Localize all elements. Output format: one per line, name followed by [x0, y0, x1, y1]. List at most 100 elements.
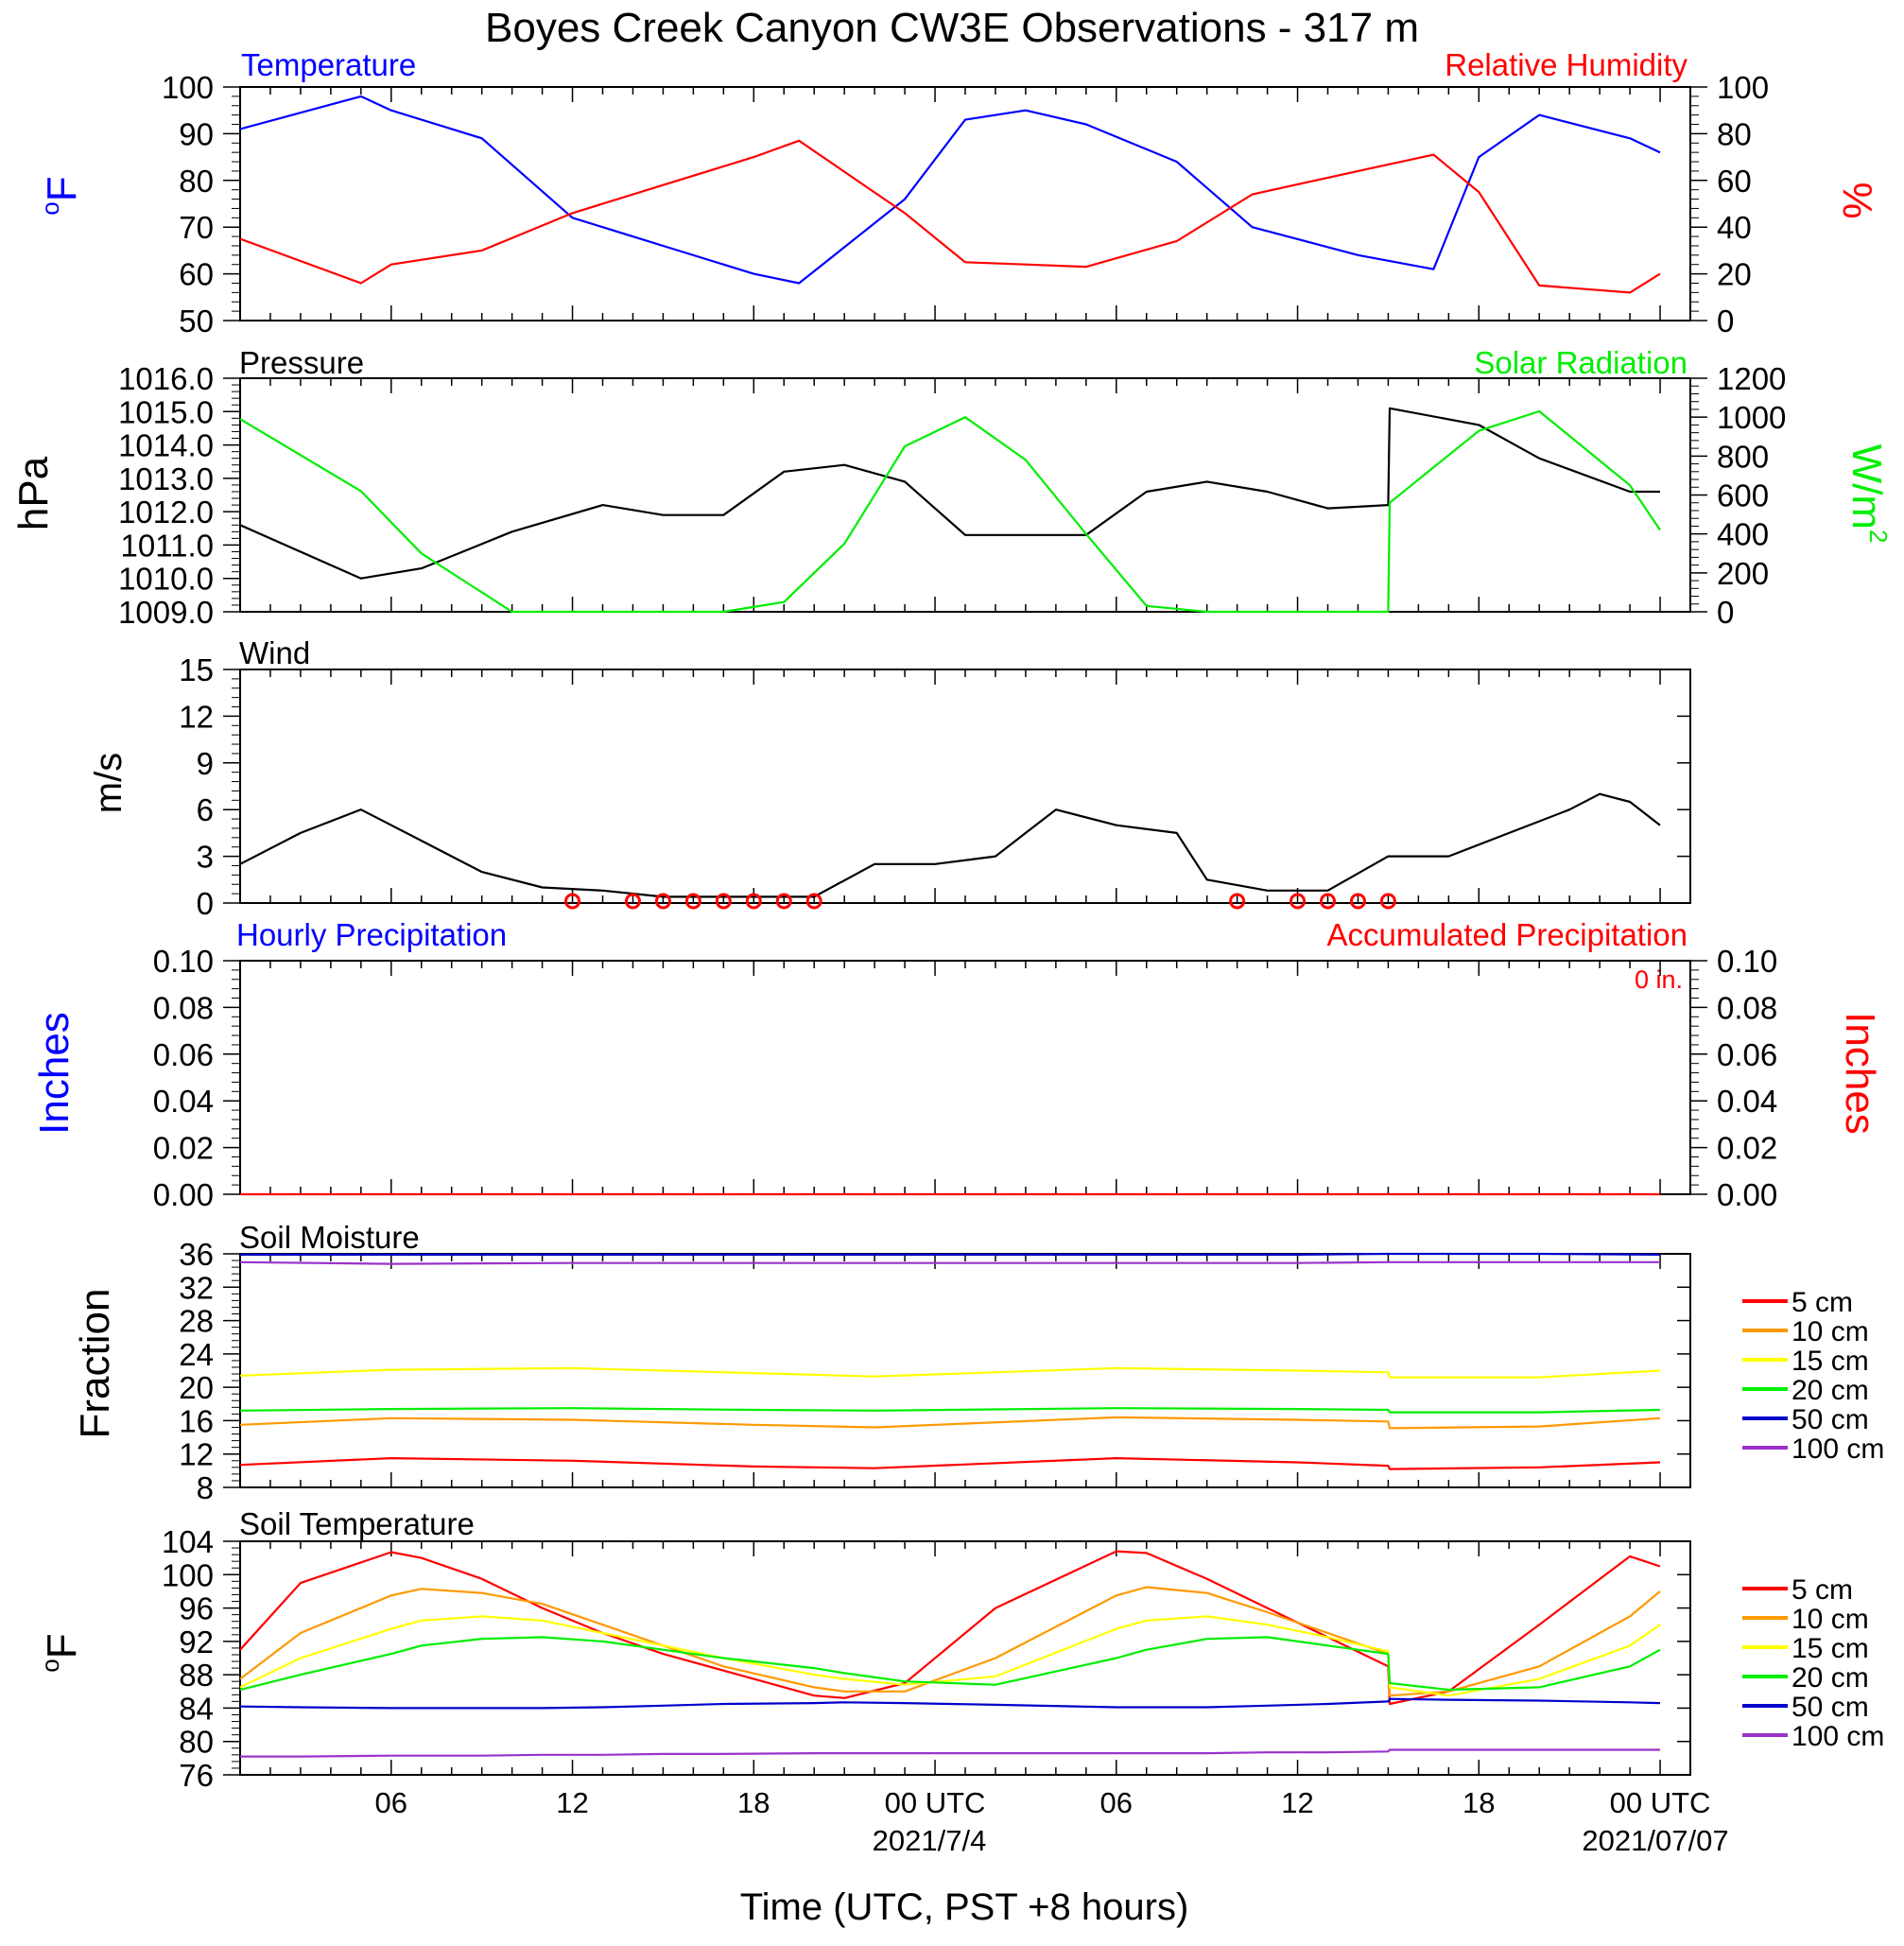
panel-4-plot: 0.00 0.02 0.04 0.06 0.08 0.10 0.00 0.02 0.04 0.06…	[153, 944, 1777, 1212]
y-tick-label-right: 0.00	[1717, 1177, 1777, 1212]
calm-wind-marker	[805, 893, 822, 910]
y-tick-label: 50	[179, 304, 214, 339]
panel-4-ylabel-right: Inches	[1837, 1012, 1883, 1135]
y-tick-label: 12	[179, 699, 214, 734]
y-tick-label: 32	[179, 1270, 214, 1305]
y-tick-label-right: 0.04	[1717, 1084, 1777, 1119]
x-tick-label: 18	[737, 1786, 770, 1819]
y-tick-label-right: 40	[1717, 210, 1752, 245]
panel-frame	[239, 960, 1691, 1195]
series-line-10-cm	[239, 1586, 1661, 1697]
y-tick-label: 76	[179, 1758, 214, 1793]
legend-label: 20 cm	[1791, 1375, 1869, 1406]
series-line-100-cm	[239, 1260, 1660, 1265]
panel-3-plot: 0 3 6 9 12 15	[179, 652, 1691, 921]
y-tick-label: 0.04	[153, 1084, 214, 1119]
calm-wind-marker	[1290, 893, 1307, 910]
panel-5-ylabel-left: Fraction	[72, 1289, 118, 1439]
legend-label: 10 cm	[1791, 1316, 1869, 1347]
panel-2-title-left: Pressure	[239, 345, 364, 380]
series-line-15-cm	[239, 1615, 1661, 1697]
panel-4-title-left: Hourly Precipitation	[236, 917, 507, 952]
calm-wind-marker	[715, 893, 732, 910]
legend-label: 10 cm	[1791, 1604, 1869, 1635]
calm-wind-marker	[775, 893, 792, 910]
panel-1-title-right: Relative Humidity	[1445, 47, 1688, 82]
panel-frame	[239, 86, 1691, 321]
y-tick-label: 96	[179, 1591, 214, 1626]
y-tick-label-right: 0.02	[1717, 1131, 1777, 1166]
y-tick-label: 0.00	[153, 1177, 214, 1212]
legend-label: 100 cm	[1791, 1433, 1884, 1465]
legend-label: 15 cm	[1791, 1346, 1869, 1377]
y-tick-label: 36	[179, 1237, 214, 1272]
y-tick-label: 0.10	[153, 944, 214, 979]
y-tick-label-right: 0.10	[1717, 944, 1777, 979]
y-tick-label-right: 0.06	[1717, 1037, 1777, 1072]
y-tick-label-right: 1000	[1717, 400, 1786, 435]
series-line-wind-speed	[239, 792, 1661, 898]
panel-frame	[239, 669, 1691, 904]
series-line-solar-radiation	[239, 409, 1661, 614]
y-tick-label: 0.08	[153, 990, 214, 1025]
y-tick-label: 70	[179, 210, 214, 245]
x-tick-label: 12	[556, 1786, 588, 1819]
y-tick-label: 1014.0	[118, 428, 214, 463]
panel-3-title-left: Wind	[239, 635, 310, 670]
legend-label: 100 cm	[1791, 1721, 1884, 1752]
y-tick-label: 12	[179, 1437, 214, 1472]
y-tick-label-right: 1200	[1717, 361, 1786, 396]
y-tick-label: 16	[179, 1403, 214, 1438]
panel-1-ylabel-right: %	[1834, 182, 1880, 218]
y-tick-label: 80	[179, 1725, 214, 1760]
y-tick-label: 60	[179, 257, 214, 292]
y-tick-label: 84	[179, 1691, 214, 1726]
legend-label: 50 cm	[1791, 1692, 1869, 1723]
series-line-relative-humidity	[239, 139, 1661, 294]
y-tick-label: 24	[179, 1337, 214, 1372]
panel-temperature-humidity: Temperature Relative Humidity oF % 50 60 7…	[36, 47, 1880, 339]
series-line-50-cm	[240, 1252, 1661, 1257]
series-line-100-cm	[240, 1748, 1660, 1758]
series-line-20-cm	[239, 1407, 1661, 1414]
y-tick-label: 100	[162, 70, 214, 105]
y-tick-label: 104	[162, 1524, 214, 1559]
legend-label: 5 cm	[1791, 1287, 1853, 1318]
date-label-right: 2021/07/07	[1582, 1824, 1728, 1857]
y-tick-label: 1015.0	[118, 394, 214, 429]
y-tick-label: 20	[179, 1370, 214, 1405]
date-label-left: 2021/7/4	[873, 1824, 987, 1857]
y-tick-label: 9	[197, 746, 214, 781]
series-line-5-cm	[239, 1456, 1661, 1470]
calm-wind-marker	[1320, 893, 1336, 910]
panel-6-title-left: Soil Temperature	[239, 1506, 475, 1541]
x-tick-label: 12	[1281, 1786, 1313, 1819]
y-tick-label: 0.06	[153, 1037, 214, 1072]
x-axis-labels: 06 12 18 00 UTC 06 12 18 00 UTC	[375, 1786, 1711, 1819]
x-tick-label: 18	[1463, 1786, 1495, 1819]
series-line-50-cm	[239, 1697, 1661, 1710]
y-tick-label: 88	[179, 1658, 214, 1693]
x-tick-label: 00 UTC	[1610, 1786, 1711, 1819]
y-tick-label: 92	[179, 1625, 214, 1659]
y-tick-label-right: 80	[1717, 116, 1752, 151]
y-tick-label: 0.02	[153, 1131, 214, 1166]
y-tick-label: 6	[197, 792, 214, 827]
legend-label: 15 cm	[1791, 1633, 1869, 1664]
calm-wind-marker	[624, 893, 641, 910]
y-tick-label: 90	[179, 116, 214, 151]
panel-precipitation: Hourly Precipitation Accumulated Precipi…	[31, 917, 1883, 1212]
y-tick-label-right: 60	[1717, 164, 1752, 199]
y-tick-label: 8	[197, 1470, 214, 1505]
panel-3-ylabel-left: m/s	[88, 753, 130, 813]
x-axis-title: Time (UTC, PST +8 hours)	[740, 1886, 1189, 1928]
y-tick-label: 1013.0	[118, 461, 214, 496]
panel-wind: Wind m/s 0 3 6 9 12 15	[88, 635, 1691, 921]
panel-2-ylabel-left: hPa	[10, 456, 57, 530]
y-tick-label-right: 400	[1717, 517, 1769, 552]
panel-2-title-right: Solar Radiation	[1474, 345, 1688, 380]
y-tick-label: 100	[162, 1557, 214, 1592]
